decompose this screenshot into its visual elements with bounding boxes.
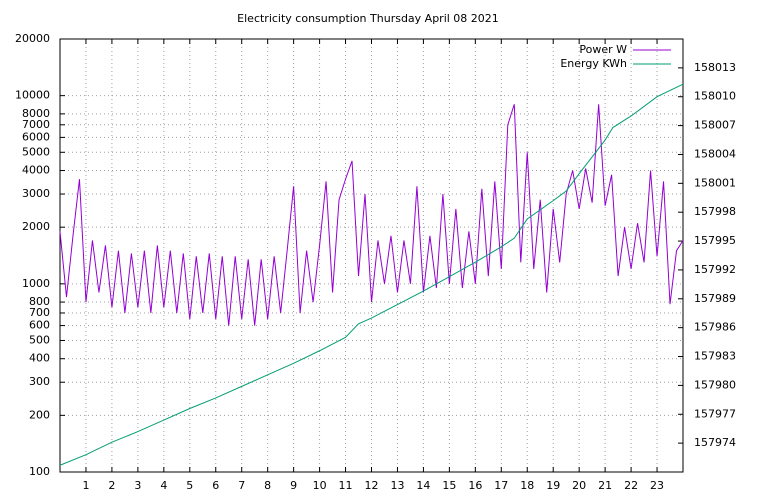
x-tick-label: 10	[313, 479, 327, 492]
x-tick-label: 2	[108, 479, 115, 492]
y2-tick-label: 158010	[694, 90, 736, 103]
y-tick-label: 6000	[22, 130, 50, 143]
y-tick-label: 600	[29, 319, 50, 332]
y2-tick-label: 157998	[694, 205, 736, 218]
y-tick-label: 700	[29, 306, 50, 319]
x-tick-label: 21	[598, 479, 612, 492]
y2-tick-label: 158013	[694, 61, 736, 74]
x-tick-label: 9	[290, 479, 297, 492]
y2-tick-label: 158007	[694, 119, 736, 132]
y-tick-label: 200	[29, 408, 50, 421]
y2-tick-label: 157974	[694, 436, 736, 449]
y2-tick-label: 157986	[694, 321, 736, 334]
x-tick-label: 11	[339, 479, 353, 492]
y-tick-label: 500	[29, 333, 50, 346]
series-line	[59, 83, 684, 466]
y-tick-label: 20000	[15, 32, 50, 45]
x-tick-label: 1	[82, 479, 89, 492]
y-tick-label: 1000	[22, 277, 50, 290]
x-tick-label: 15	[442, 479, 456, 492]
y-tick-label: 400	[29, 352, 50, 365]
x-tick-label: 13	[390, 479, 404, 492]
x-tick-label: 12	[365, 479, 379, 492]
plot-frame	[59, 38, 684, 473]
series-line	[59, 104, 684, 326]
x-tick-label: 5	[186, 479, 193, 492]
y-tick-label: 3000	[22, 187, 50, 200]
y2-tick-label: 157980	[694, 378, 736, 391]
x-tick-label: 3	[134, 479, 141, 492]
y-tick-label: 800	[29, 295, 50, 308]
x-tick-label: 16	[468, 479, 482, 492]
y-tick-label: 5000	[22, 145, 50, 158]
x-tick-label: 23	[650, 479, 664, 492]
x-tick-label: 20	[572, 479, 586, 492]
y2-tick-label: 158004	[694, 147, 736, 160]
y-tick-label: 100	[29, 465, 50, 478]
x-tick-label: 19	[546, 479, 560, 492]
y-tick-label: 2000	[22, 220, 50, 233]
y-tick-label: 4000	[22, 164, 50, 177]
x-tick-label: 17	[494, 479, 508, 492]
legend-label: Energy KWh	[560, 57, 627, 70]
y-tick-label: 8000	[22, 107, 50, 120]
y-tick-label: 10000	[15, 89, 50, 102]
x-tick-label: 6	[212, 479, 219, 492]
y2-tick-label: 157983	[694, 350, 736, 363]
chart-title: Electricity consumption Thursday April 0…	[237, 12, 499, 25]
x-tick-label: 14	[416, 479, 430, 492]
x-tick-label: 18	[520, 479, 534, 492]
x-tick-label: 4	[160, 479, 167, 492]
x-tick-label: 7	[238, 479, 245, 492]
y2-tick-label: 157977	[694, 407, 736, 420]
y2-tick-label: 157992	[694, 263, 736, 276]
y-tick-label: 7000	[22, 118, 50, 131]
legend-label: Power W	[579, 43, 627, 56]
x-tick-label: 22	[624, 479, 638, 492]
y-tick-label: 300	[29, 375, 50, 388]
y2-tick-label: 157995	[694, 234, 736, 247]
y2-tick-label: 158001	[694, 176, 736, 189]
y2-tick-label: 157989	[694, 292, 736, 305]
x-tick-label: 8	[264, 479, 271, 492]
